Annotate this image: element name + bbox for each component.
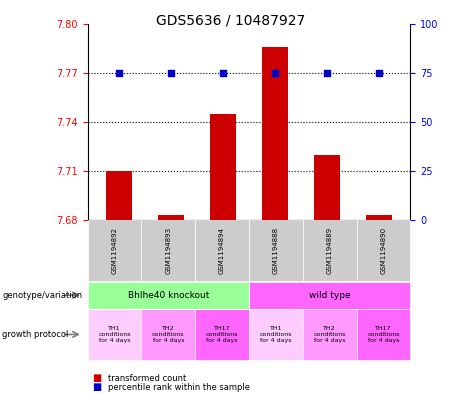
Text: Bhlhe40 knockout: Bhlhe40 knockout <box>128 291 209 299</box>
Text: ■: ■ <box>92 373 101 383</box>
Bar <box>106 171 132 220</box>
Bar <box>210 114 236 220</box>
Text: ■: ■ <box>92 382 101 392</box>
Text: TH2
conditions
for 4 days: TH2 conditions for 4 days <box>152 326 184 343</box>
Text: TH1
conditions
for 4 days: TH1 conditions for 4 days <box>260 326 292 343</box>
Bar <box>262 46 288 220</box>
Text: GSM1194893: GSM1194893 <box>165 227 171 274</box>
Point <box>115 70 123 76</box>
Text: GSM1194892: GSM1194892 <box>112 227 118 274</box>
Point <box>375 70 383 76</box>
Text: TH1
conditions
for 4 days: TH1 conditions for 4 days <box>98 326 131 343</box>
Bar <box>314 154 340 220</box>
Text: transformed count: transformed count <box>108 374 187 382</box>
Text: GSM1194890: GSM1194890 <box>380 227 386 274</box>
Text: GSM1194889: GSM1194889 <box>326 227 333 274</box>
Text: TH17
conditions
for 4 days: TH17 conditions for 4 days <box>206 326 238 343</box>
Text: percentile rank within the sample: percentile rank within the sample <box>108 383 250 391</box>
Bar <box>158 215 184 220</box>
Bar <box>366 215 392 220</box>
Point <box>271 70 278 76</box>
Point <box>323 70 331 76</box>
Text: wild type: wild type <box>309 291 350 299</box>
Point <box>167 70 175 76</box>
Point <box>219 70 227 76</box>
Text: TH2
conditions
for 4 days: TH2 conditions for 4 days <box>313 326 346 343</box>
Text: growth protocol: growth protocol <box>2 330 69 339</box>
Text: GSM1194888: GSM1194888 <box>273 227 279 274</box>
Text: GDS5636 / 10487927: GDS5636 / 10487927 <box>156 14 305 28</box>
Text: TH17
conditions
for 4 days: TH17 conditions for 4 days <box>367 326 400 343</box>
Text: GSM1194894: GSM1194894 <box>219 227 225 274</box>
Text: genotype/variation: genotype/variation <box>2 291 83 299</box>
